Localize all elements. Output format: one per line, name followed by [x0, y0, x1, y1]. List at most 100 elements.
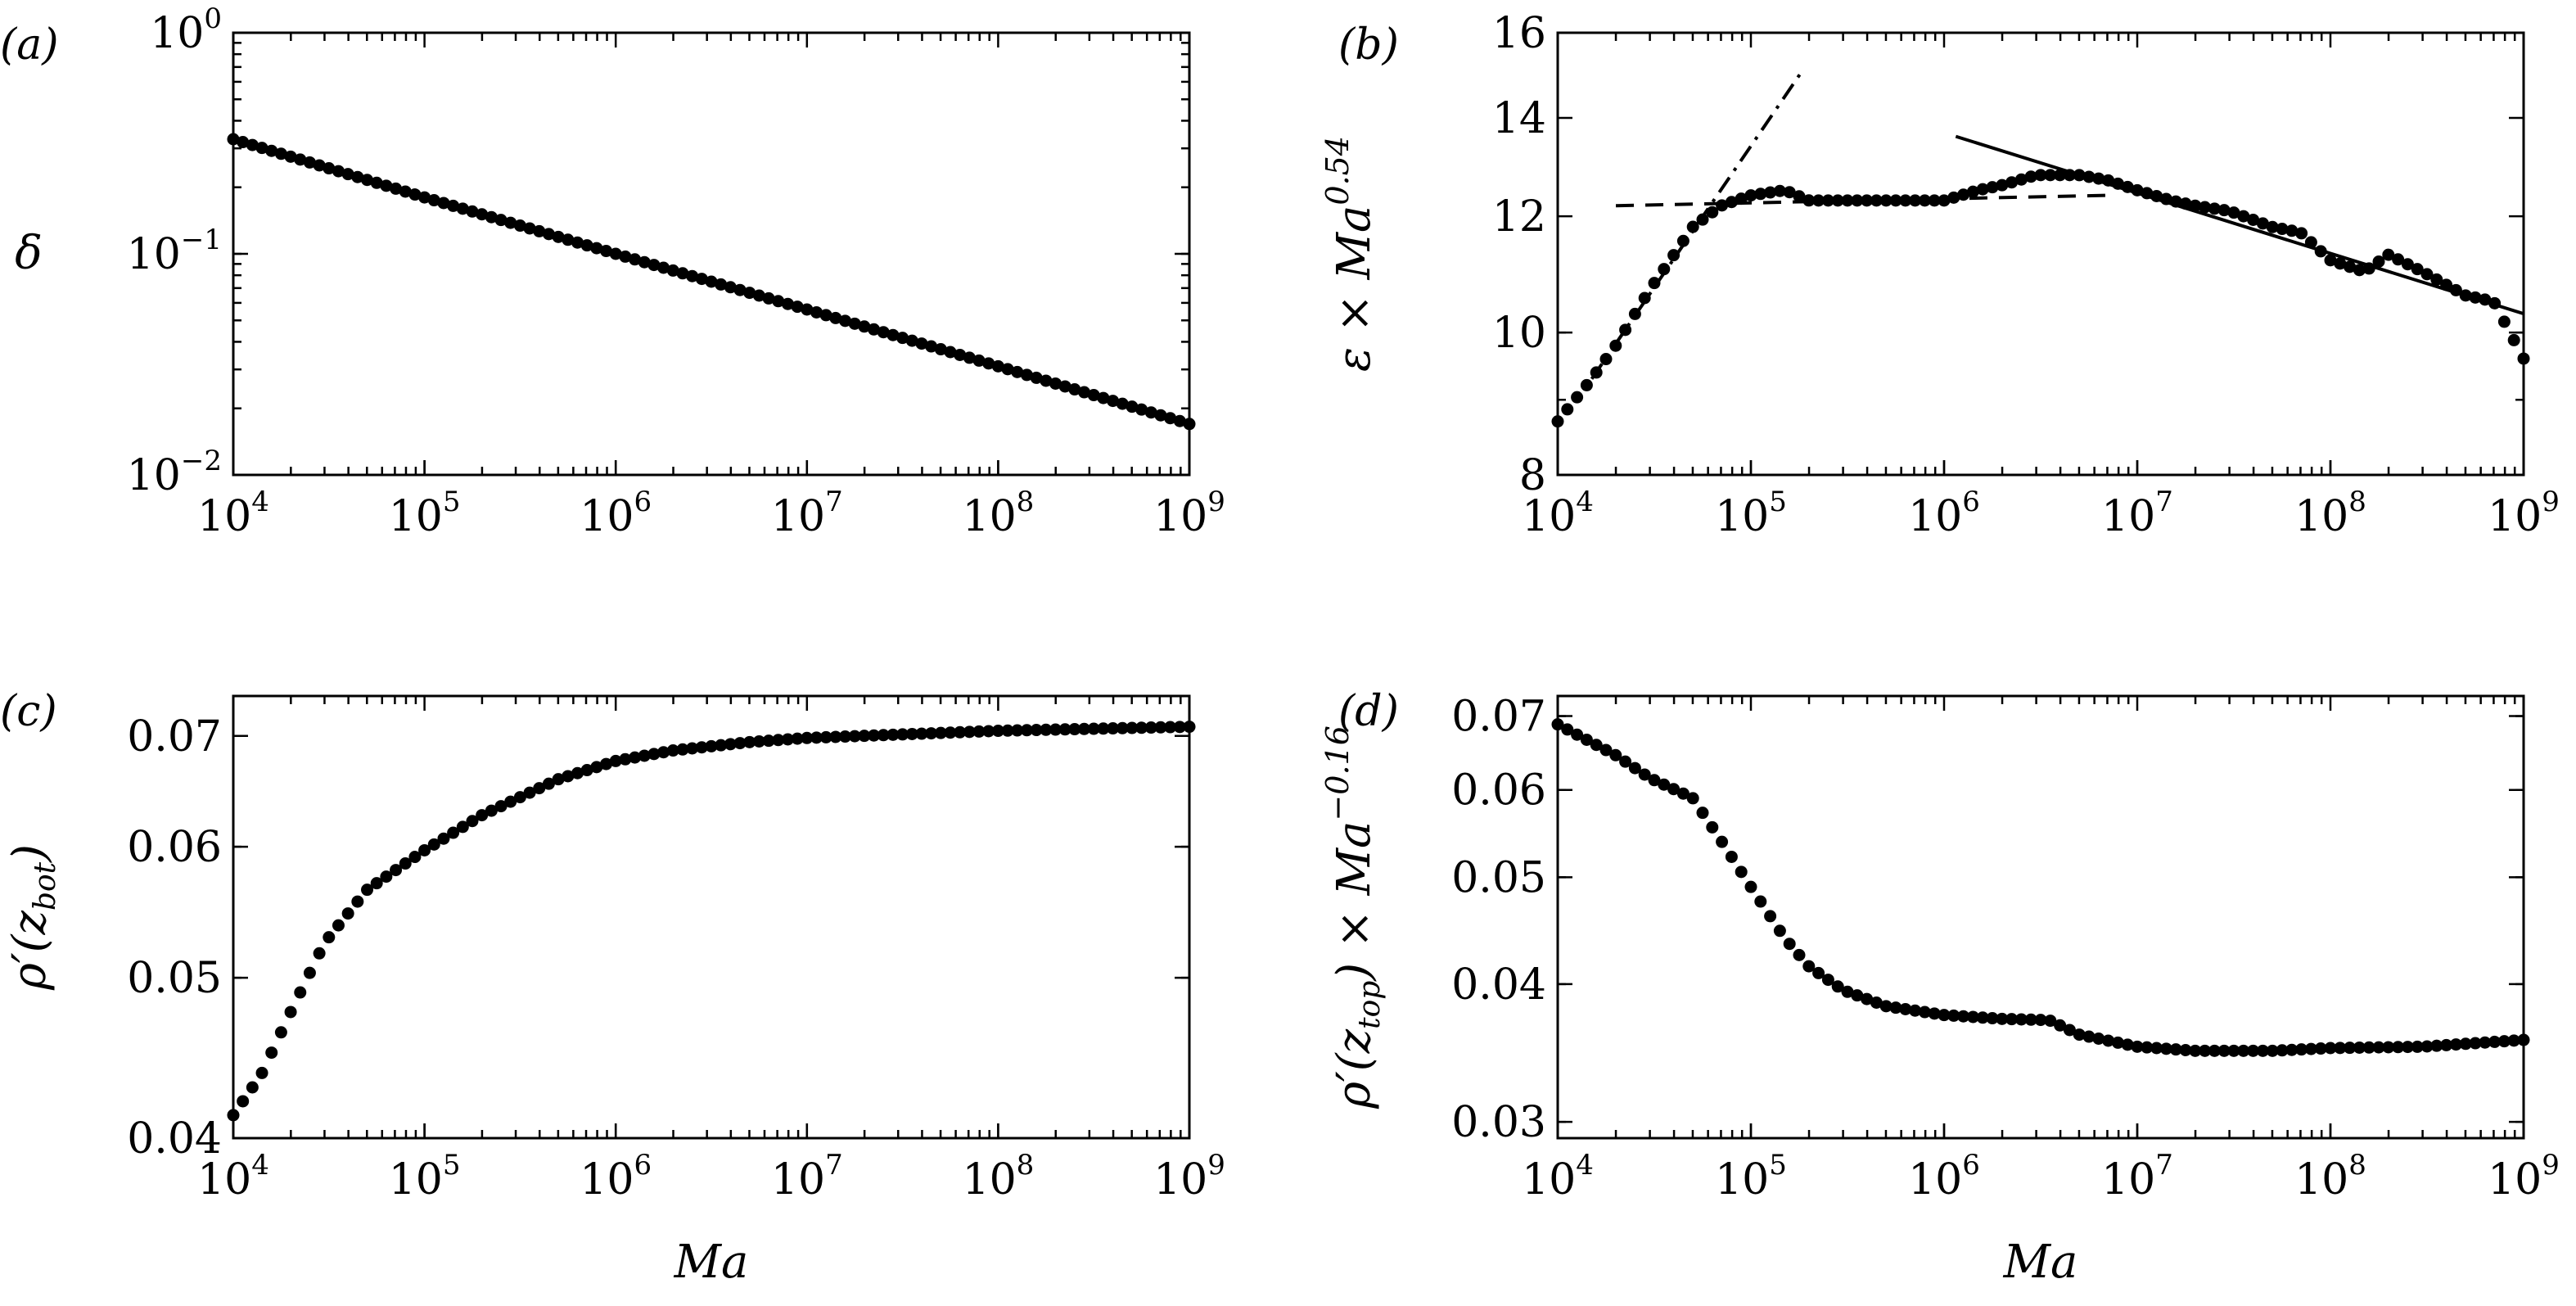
x-tick-exponent: 4: [251, 1149, 269, 1182]
data-point: [1725, 196, 1738, 209]
x-tick-label: 108: [962, 1149, 1034, 1204]
data-point: [2401, 258, 2414, 271]
x-tick-exponent: 9: [1207, 1149, 1225, 1182]
x-tick-exponent: 9: [2542, 486, 2560, 518]
data-point: [1658, 263, 1671, 276]
y-label-main: ρ′(z: [3, 911, 56, 991]
data-point: [2092, 1032, 2105, 1045]
data-point: [686, 269, 699, 282]
x-tick-base: 10: [1715, 492, 1769, 541]
data-point: [743, 735, 756, 748]
data-point: [513, 791, 526, 804]
data-point: [972, 725, 986, 738]
data-point: [1966, 185, 1979, 198]
data-point: [1040, 723, 1053, 736]
data-point: [972, 354, 986, 367]
data-point: [1551, 718, 1564, 731]
data-point: [1851, 989, 1864, 1002]
data-point: [2054, 1019, 2067, 1032]
data-point: [552, 773, 565, 786]
data-point: [1966, 1010, 1979, 1024]
data-point: [2199, 1044, 2212, 1057]
data-point: [2199, 201, 2212, 214]
y-tick-base: 10: [150, 9, 204, 58]
x-tick-label: 105: [389, 486, 461, 541]
data-point: [2353, 1041, 2366, 1054]
x-tick-exponent: 7: [825, 1149, 843, 1182]
x-tick-exponent: 8: [1017, 1149, 1035, 1182]
y-tick-label: 0.07: [1451, 693, 1546, 742]
data-point: [533, 224, 546, 237]
data-point: [1793, 190, 1806, 203]
data-point: [494, 214, 508, 227]
data-point: [1571, 391, 1584, 404]
data-point: [600, 757, 613, 770]
y-label-subscript: top: [1353, 981, 1387, 1029]
data-point: [255, 142, 268, 155]
data-point: [466, 205, 479, 218]
data-point: [925, 727, 938, 740]
x-tick-label: 106: [1908, 1149, 1980, 1204]
data-point: [1764, 186, 1777, 199]
data-point: [1686, 220, 1699, 233]
data-point: [2314, 1042, 2327, 1055]
data-point: [1928, 1007, 1941, 1020]
y-tick-label: 12: [1492, 192, 1546, 242]
data-point: [715, 739, 728, 752]
x-tick-base: 10: [197, 492, 251, 541]
y-tick-label: 0.07: [127, 712, 222, 761]
data-point: [552, 230, 565, 243]
data-point: [1706, 820, 1719, 834]
x-tick-exponent: 8: [1017, 486, 1035, 518]
data-point: [390, 182, 403, 195]
data-point: [848, 317, 861, 330]
data-point: [2150, 1042, 2163, 1055]
data-point: [1773, 184, 1786, 197]
data-point: [715, 278, 728, 291]
y-axis-label: ρ′(ztop) × Ma−0.16: [1320, 725, 1387, 1109]
data-point: [380, 870, 393, 883]
data-point: [647, 748, 661, 761]
data-point: [1040, 374, 1053, 387]
data-point: [1918, 1005, 1931, 1019]
data-point: [2189, 1044, 2202, 1057]
y-tick-label: 0.05: [1451, 853, 1546, 902]
data-point: [1744, 189, 1757, 202]
panel-label: (c): [0, 687, 57, 736]
x-tick-label: 108: [962, 486, 1034, 541]
data-point: [772, 734, 785, 747]
data-point: [2082, 1030, 2096, 1043]
y-tick-label: 10: [1492, 309, 1546, 358]
data-point: [1947, 1009, 1960, 1022]
data-point: [1580, 733, 1593, 746]
data-point: [2217, 204, 2231, 217]
data-point: [925, 340, 938, 353]
data-point: [485, 804, 498, 817]
panel-label: (d): [1338, 687, 1399, 736]
data-point: [609, 754, 622, 767]
data-point: [294, 986, 307, 999]
data-point: [1841, 194, 1854, 207]
x-tick-base: 10: [1153, 1155, 1207, 1204]
data-point: [1078, 386, 1091, 399]
data-point: [466, 815, 479, 828]
x-tick-label: 109: [2488, 486, 2560, 541]
data-point: [265, 144, 278, 157]
x-tick-exponent: 7: [2155, 486, 2173, 518]
data-point: [2440, 1038, 2453, 1051]
y-tick-label: 100: [150, 2, 222, 58]
data-point: [801, 731, 814, 744]
data-point: [504, 216, 517, 229]
data-point: [1696, 807, 1709, 820]
y-tick-label: 10−2: [127, 445, 222, 500]
data-point: [2266, 1044, 2279, 1057]
x-tick-base: 10: [2294, 1155, 2348, 1204]
data-point: [1764, 910, 1777, 923]
data-point: [323, 931, 336, 944]
y-tick-label: 10−1: [127, 224, 222, 279]
data-point: [2411, 1040, 2424, 1053]
x-tick-exponent: 8: [2348, 1149, 2366, 1182]
data-point: [1976, 1011, 1989, 1024]
